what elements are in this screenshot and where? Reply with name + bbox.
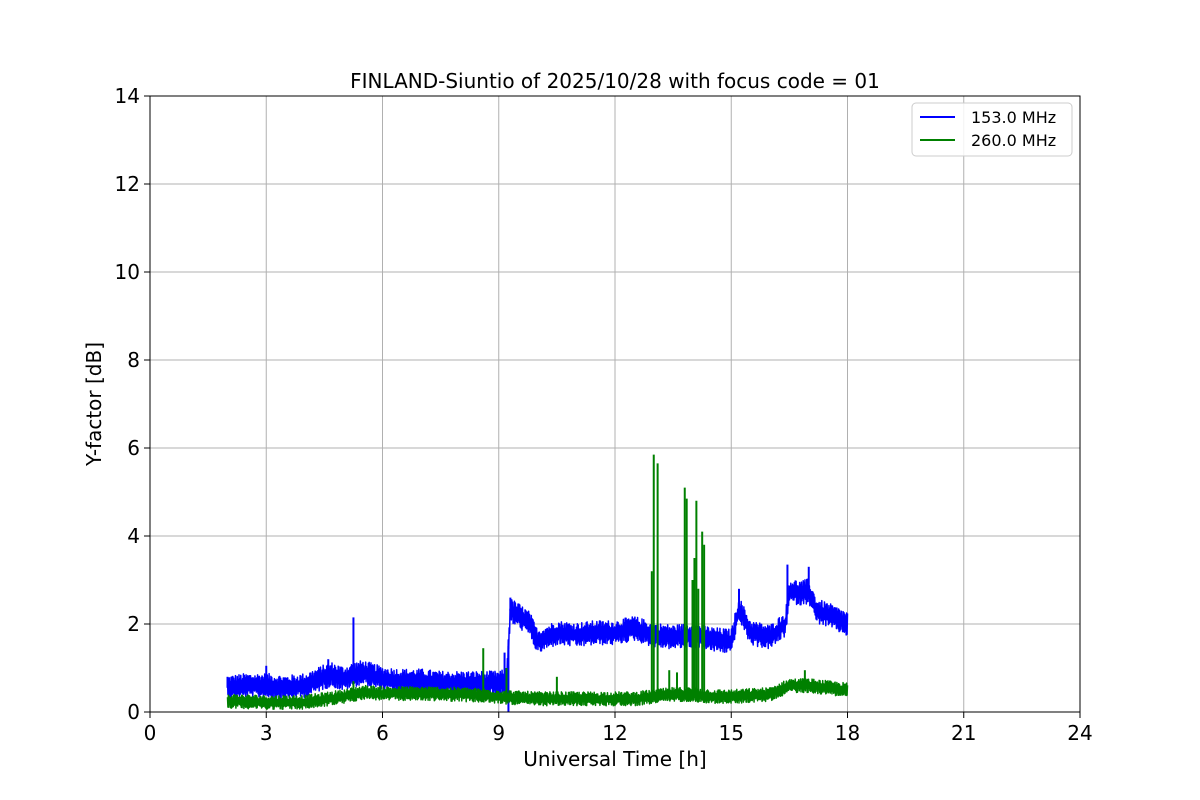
x-tick-label: 6 [376,721,389,745]
x-tick-label: 9 [492,721,505,745]
y-tick-label: 14 [115,84,140,108]
x-tick-label: 18 [835,721,860,745]
x-tick-label: 0 [144,721,157,745]
legend-label-153mhz: 153.0 MHz [971,108,1056,127]
y-tick-label: 8 [127,348,140,372]
x-tick-label: 3 [260,721,273,745]
x-tick-label: 21 [951,721,976,745]
chart-title: FINLAND-Siuntio of 2025/10/28 with focus… [350,69,880,93]
series-layer [226,454,849,712]
legend-label-260mhz: 260.0 MHz [971,131,1056,150]
series-line-2600mhz [226,678,849,711]
x-tick-label: 24 [1067,721,1092,745]
x-axis-label: Universal Time [h] [523,747,706,771]
y-tick-label: 2 [127,612,140,636]
x-tick-label: 15 [719,721,744,745]
legend: 153.0 MHz 260.0 MHz [911,102,1073,157]
y-tick-label: 4 [127,524,140,548]
y-tick-label: 10 [115,260,140,284]
y-axis-label: Y-factor [dB] [82,342,106,467]
series-line-1530mhz [226,578,849,701]
x-tick-label: 12 [602,721,627,745]
y-tick-label: 12 [115,172,140,196]
y-tick-label: 6 [127,436,140,460]
y-tick-label: 0 [127,700,140,724]
